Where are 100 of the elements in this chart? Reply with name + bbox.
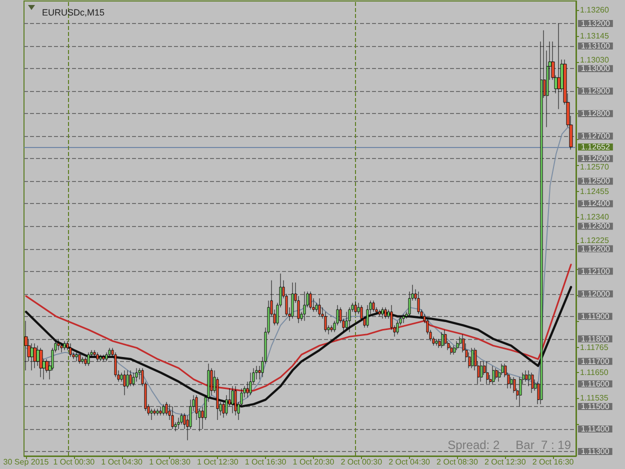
candlestick xyxy=(471,348,474,368)
x-tick-label: 1 Oct 16:30 xyxy=(244,458,287,466)
ref-line-label: 1.12300 xyxy=(581,222,610,231)
candlestick xyxy=(162,404,165,416)
candlestick xyxy=(453,345,456,355)
candlestick xyxy=(345,312,348,330)
y-tick-label: 1.11650 xyxy=(580,368,609,378)
candlestick xyxy=(330,325,333,332)
candlestick xyxy=(99,354,102,362)
candlestick xyxy=(402,314,405,324)
candlestick xyxy=(495,368,498,380)
ref-line-label: 1.12800 xyxy=(581,109,610,118)
candlestick xyxy=(63,340,66,350)
x-tick-label: 1 Oct 00:30 xyxy=(53,458,96,466)
candlestick xyxy=(318,298,321,317)
candlestick xyxy=(378,309,381,317)
y-tick-label: 1.12455 xyxy=(580,186,610,196)
annotation: Bar 7 : 19 xyxy=(516,438,572,452)
candlestick xyxy=(381,307,384,319)
candlestick xyxy=(81,356,84,364)
candlestick xyxy=(510,376,513,389)
candlestick xyxy=(315,302,318,312)
candlestick xyxy=(114,352,117,378)
ref-line-label: 1.12100 xyxy=(581,266,610,276)
y-tick-label: 1.12340 xyxy=(580,212,610,222)
candlestick xyxy=(444,330,447,346)
y-tick-label: 1.12225 xyxy=(580,236,610,245)
candlestick xyxy=(108,348,111,358)
text: EURUSDc,M15 xyxy=(42,8,105,18)
candlestick xyxy=(165,402,168,416)
candlestick xyxy=(303,291,306,322)
candlestick xyxy=(519,376,522,407)
candlestick xyxy=(492,366,495,384)
candlestick xyxy=(324,312,327,332)
candlestick xyxy=(348,307,351,332)
x-tick-label: 2 Oct 16:30 xyxy=(532,458,574,466)
x-tick-label: 1 Oct 08:30 xyxy=(149,458,191,466)
candlestick xyxy=(87,352,90,366)
ref-line-label: 1.11600 xyxy=(581,379,610,388)
candlestick xyxy=(441,332,444,348)
ref-line-label: 1.12600 xyxy=(581,154,610,164)
candlestick xyxy=(129,370,132,386)
candlestick xyxy=(354,300,357,314)
candlestick xyxy=(96,352,99,362)
candlestick xyxy=(309,291,312,310)
candlestick xyxy=(78,354,81,364)
candlestick xyxy=(102,354,105,362)
line-series xyxy=(25,264,572,392)
candlestick xyxy=(177,417,180,430)
line-series xyxy=(24,286,572,408)
candlestick xyxy=(255,366,258,380)
candlestick xyxy=(417,291,420,314)
candlestick xyxy=(486,361,489,384)
ref-line-label: 1.13100 xyxy=(581,42,610,51)
ref-line-label: 1.11700 xyxy=(581,356,610,366)
candlestick xyxy=(180,412,183,425)
candlestick xyxy=(33,343,37,368)
candlestick xyxy=(57,338,60,350)
ref-line-label: 1.13000 xyxy=(581,64,610,74)
ref-line-label: 1.11500 xyxy=(581,402,610,411)
candlestick xyxy=(231,386,234,414)
y-tick-label: 1.11535 xyxy=(580,393,609,402)
y-tick-label: 1.13145 xyxy=(580,31,610,40)
candlestick xyxy=(123,370,126,396)
candlestick xyxy=(480,361,483,382)
y-tick-label: 1.12570 xyxy=(580,162,610,172)
candlestick xyxy=(150,408,153,420)
candlestick xyxy=(249,372,252,396)
candlestick xyxy=(366,304,369,328)
ref-line-label: 1.12500 xyxy=(581,176,610,186)
x-tick-label: 1 Oct 20:30 xyxy=(292,458,335,466)
ref-line-label: 1.12000 xyxy=(581,289,610,298)
x-tick-label: 2 Oct 00:30 xyxy=(340,458,383,466)
ref-line-label: 1.12400 xyxy=(581,199,610,208)
ref-line-label: 1.12900 xyxy=(581,86,610,96)
ref-line-label: 1.11300 xyxy=(581,446,610,456)
x-tick-label: 30 Sep 2015 xyxy=(3,458,50,466)
x-tick-label: 2 Oct 04:30 xyxy=(388,458,431,466)
candlestick xyxy=(156,408,159,416)
candlestick xyxy=(159,406,162,416)
x-tick-label: 2 Oct 08:30 xyxy=(436,458,478,466)
candlestick xyxy=(39,348,43,378)
candlestick xyxy=(60,343,63,353)
annotation: Spread: 2 xyxy=(448,438,500,452)
candlestick xyxy=(105,352,108,362)
candlestick xyxy=(153,408,156,416)
candlestick xyxy=(171,406,174,430)
x-tick-label: 1 Oct 04:30 xyxy=(101,458,144,466)
line-series xyxy=(25,126,572,416)
candlestick xyxy=(30,343,34,371)
ref-line-label: 1.11900 xyxy=(581,312,610,321)
candlestick xyxy=(24,320,28,371)
candlestick xyxy=(525,370,528,382)
candlestick xyxy=(456,340,459,350)
candlestick xyxy=(75,352,78,362)
ref-line-label: 1.11800 xyxy=(581,334,610,344)
y-tick-label: 1.13030 xyxy=(580,56,610,65)
y-tick-label: 1.11765 xyxy=(580,342,609,352)
ref-line-label: 1.12652 xyxy=(581,142,610,152)
ref-line-label: 1.12200 xyxy=(581,244,610,254)
